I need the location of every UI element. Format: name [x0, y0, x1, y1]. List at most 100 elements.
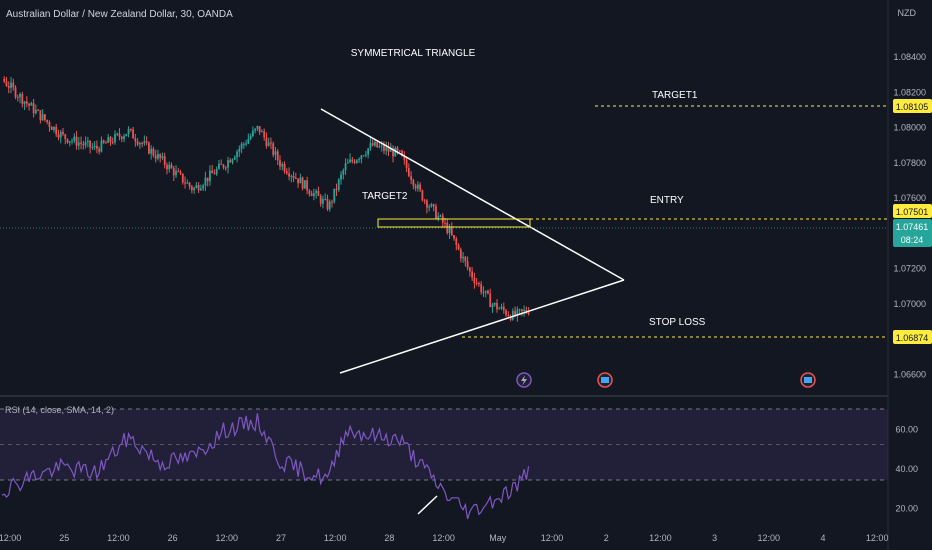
- candle-body: [224, 167, 227, 169]
- candle-body: [319, 195, 322, 204]
- candle-body: [157, 154, 159, 159]
- time-tick-label: 12:00: [107, 533, 130, 543]
- candle-body: [233, 157, 236, 160]
- candle-body: [398, 150, 401, 152]
- time-tick-label: 12:00: [324, 533, 347, 543]
- candle-body: [249, 136, 252, 139]
- candle-body: [337, 179, 340, 190]
- candle-body: [416, 184, 419, 189]
- candle-body: [247, 138, 250, 144]
- candle-body: [523, 309, 526, 311]
- triangle-drawing[interactable]: [320, 108, 625, 374]
- candle-body: [30, 103, 33, 106]
- candle-body: [448, 227, 451, 233]
- stop-loss-price-badge: 1.06874: [893, 330, 932, 344]
- candle-body: [16, 97, 19, 99]
- symbol-title[interactable]: Australian Dollar / New Zealand Dollar, …: [6, 9, 233, 20]
- candle-body: [491, 304, 494, 308]
- time-tick-label: 4: [820, 533, 825, 543]
- candle-body: [175, 170, 177, 176]
- candle-body: [118, 133, 121, 137]
- flag-event-icon[interactable]: [800, 372, 816, 388]
- candle-body: [37, 109, 40, 111]
- candle-body: [80, 142, 82, 144]
- price-tick-label: 1.08400: [893, 52, 926, 62]
- candle-body: [71, 140, 73, 142]
- current-price-badge: 1.07461 08:24: [893, 219, 932, 247]
- candle-body: [227, 160, 229, 168]
- triangle-upper-line[interactable]: [320, 108, 625, 281]
- candle-body: [468, 267, 471, 272]
- candle-body: [62, 131, 64, 135]
- candle-body: [507, 314, 510, 316]
- candle-body: [389, 149, 392, 152]
- candle-body: [462, 256, 464, 259]
- candle-body: [324, 198, 327, 200]
- candle-body: [263, 131, 266, 138]
- candle-body: [59, 131, 62, 138]
- candle-body: [482, 292, 485, 294]
- candle-body: [5, 81, 8, 87]
- time-tick-label: 12:00: [432, 533, 455, 543]
- rsi-axis[interactable]: 60.00 40.00 20.00: [895, 425, 918, 514]
- candle-body: [12, 82, 15, 88]
- price-tick-label: 1.07600: [893, 193, 926, 203]
- entry-zone-box[interactable]: [377, 218, 531, 228]
- time-tick-label: 12:00: [216, 533, 239, 543]
- target2-label: TARGET2: [362, 191, 408, 202]
- candle-body: [3, 78, 6, 82]
- candle-body: [308, 190, 311, 194]
- candle-body: [7, 86, 10, 88]
- target1-price-badge: 1.08105: [893, 99, 932, 113]
- candle-body: [190, 186, 193, 191]
- candle-body: [502, 306, 505, 311]
- candle-body: [44, 114, 46, 120]
- candle-body: [150, 148, 153, 154]
- candle-body: [358, 159, 361, 161]
- time-tick-label: 25: [59, 533, 69, 543]
- candle-body: [188, 182, 191, 187]
- time-tick-label: 27: [276, 533, 286, 543]
- candle-body: [444, 222, 446, 224]
- candle-body: [466, 261, 469, 268]
- candle-body: [82, 143, 85, 146]
- candle-body: [306, 180, 309, 191]
- candle-body: [514, 311, 516, 316]
- candle-body: [430, 204, 433, 207]
- candle-body: [64, 134, 67, 139]
- candle-body: [360, 155, 363, 160]
- candle-body: [326, 198, 329, 210]
- candle-body: [236, 151, 238, 158]
- candle-body: [294, 178, 297, 180]
- candle-body: [96, 145, 98, 149]
- candle-body: [471, 271, 474, 278]
- time-tick-label: 12:00: [649, 533, 672, 543]
- candle-body: [274, 151, 277, 155]
- candle-body: [423, 200, 426, 202]
- rsi-indicator-label[interactable]: RSI (14, close, SMA, 14, 2): [5, 405, 114, 415]
- triangle-lower-line[interactable]: [339, 279, 625, 374]
- candle-body: [520, 309, 523, 311]
- candle-body: [154, 155, 157, 159]
- candle-body: [25, 101, 28, 104]
- candle-body: [161, 156, 164, 159]
- candle-body: [335, 188, 338, 190]
- candle-body: [197, 185, 200, 191]
- candle-body: [387, 147, 390, 152]
- candle-body: [450, 227, 453, 236]
- candle-body: [371, 143, 374, 146]
- candle-body: [125, 134, 128, 137]
- candle-body: [107, 137, 110, 143]
- candle-body: [73, 136, 76, 141]
- price-tick-label: 1.07800: [893, 158, 926, 168]
- flag-event-icon[interactable]: [597, 372, 613, 388]
- candle-body: [346, 162, 349, 164]
- rsi-trendline[interactable]: [417, 495, 438, 515]
- candle-body: [396, 147, 399, 151]
- lightning-event-icon[interactable]: [516, 372, 532, 388]
- time-axis[interactable]: 12:00 25 12:00 26 12:00 27 12:00 28 12:00 May 12:0…: [0, 533, 888, 543]
- candle-body: [66, 138, 69, 143]
- candle-body: [480, 284, 483, 293]
- candle-body: [186, 182, 189, 184]
